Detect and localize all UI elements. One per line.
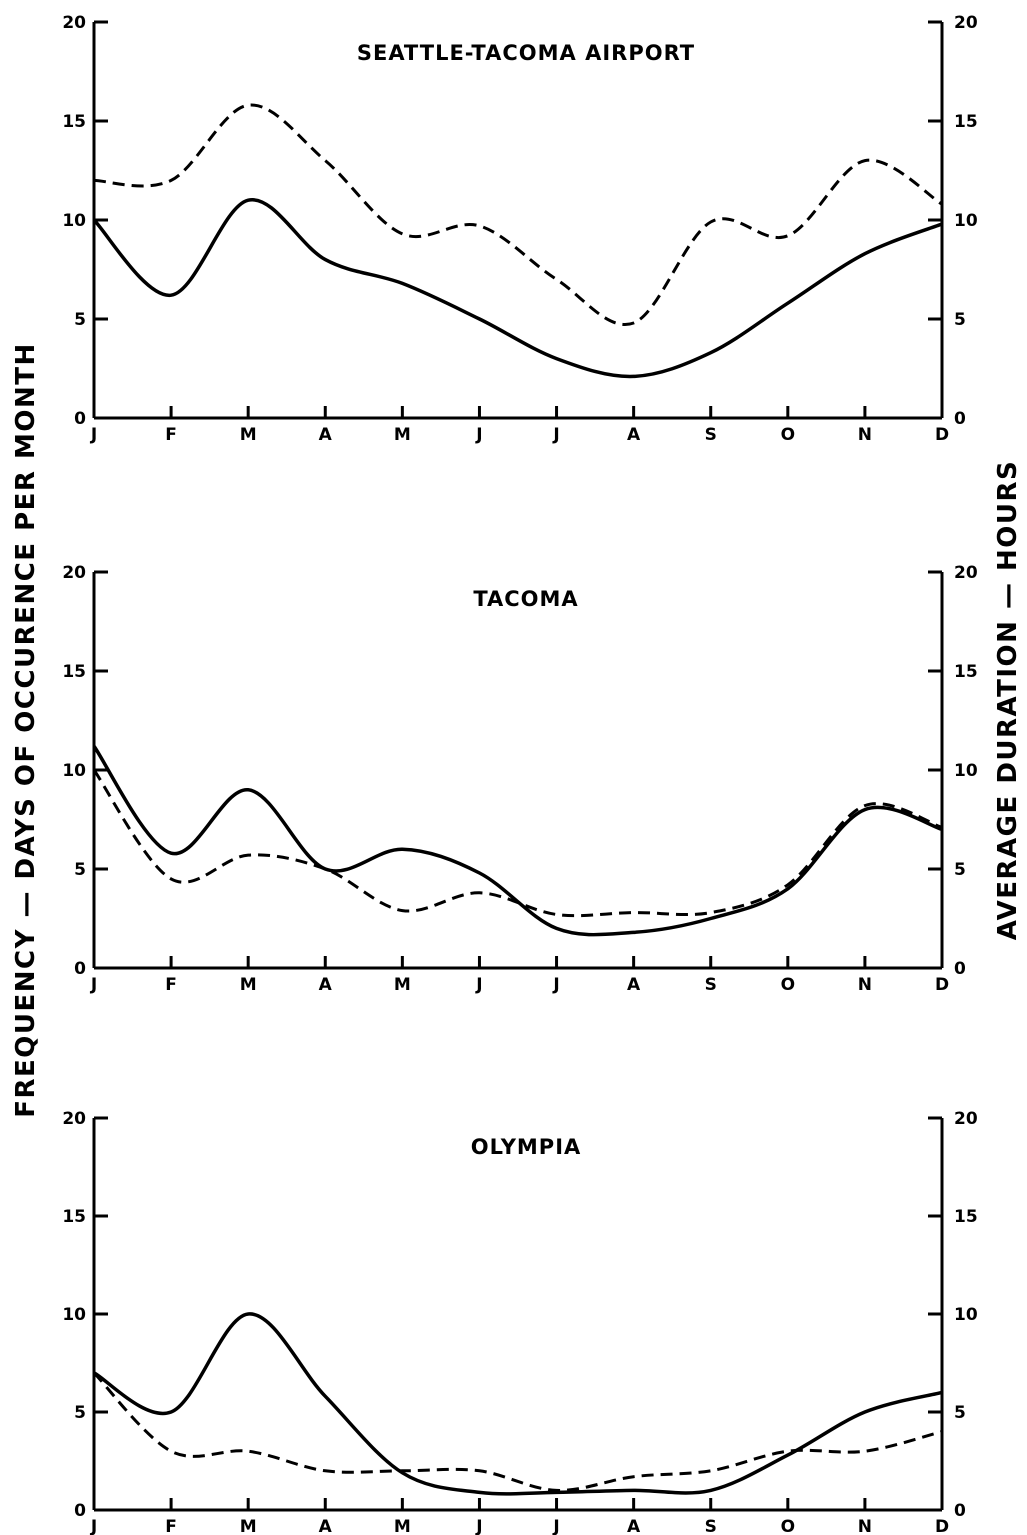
frequency-line-solid (92, 745, 943, 937)
y-tick-label-right: 5 (954, 1403, 966, 1423)
y-tick-label-left: 5 (74, 1403, 86, 1423)
y-tick-label-right: 5 (954, 860, 966, 880)
x-tick-label: A (627, 425, 641, 445)
x-tick-label: M (394, 1517, 411, 1535)
x-tick-label: F (165, 1517, 177, 1535)
duration-line-dashed (92, 1371, 943, 1492)
x-tick-label: N (858, 975, 872, 995)
y-tick-label-right: 10 (954, 761, 978, 781)
x-tick-label: S (705, 1517, 717, 1535)
x-tick-label: J (552, 425, 559, 445)
x-tick-label: M (240, 1517, 257, 1535)
frequency-line-solid (92, 198, 943, 379)
x-tick-label: J (552, 1517, 559, 1535)
y-tick-label-right: 15 (954, 1207, 978, 1227)
x-tick-label: O (781, 975, 795, 995)
x-tick-label: A (319, 425, 333, 445)
panel-1: 0 0 5 5 10 10 15 15 20 20 J F M A M J J A S O N D SEATTLE-TACO… (62, 13, 978, 445)
x-tick-label: O (781, 1517, 795, 1535)
x-tick-label: S (705, 975, 717, 995)
x-tick-label: S (705, 425, 717, 445)
x-tick-label: D (935, 1517, 949, 1535)
x-tick-label: J (475, 1517, 482, 1535)
x-tick-label: J (475, 975, 482, 995)
x-tick-label: D (935, 425, 949, 445)
x-tick-label: A (319, 1517, 333, 1535)
y-tick-label-left: 5 (74, 860, 86, 880)
x-tick-label: J (90, 975, 97, 995)
panel-title: TACOMA (473, 587, 578, 611)
panel-2: 0 0 5 5 10 10 15 15 20 20 J F M A M J J A S O N D TACOMA (62, 563, 978, 995)
frequency-line-solid (93, 1312, 943, 1496)
x-tick-label: J (90, 425, 97, 445)
y-tick-label-left: 0 (74, 1501, 86, 1521)
x-tick-label: J (90, 1517, 97, 1535)
y-tick-label-left: 15 (62, 112, 86, 132)
y-tick-label-right: 0 (954, 959, 966, 979)
left-axis-label: FREQUENCY — DAYS OF OCCURENCE PER MONTH (11, 342, 41, 1117)
duration-line-dashed (92, 769, 943, 918)
right-axis-label: AVERAGE DURATION — HOURS (993, 460, 1023, 940)
y-tick-label-left: 20 (62, 1109, 86, 1129)
x-tick-label: M (394, 975, 411, 995)
y-tick-label-right: 0 (954, 1501, 966, 1521)
y-tick-label-left: 20 (62, 563, 86, 583)
x-tick-label: N (858, 425, 872, 445)
y-tick-label-right: 20 (954, 563, 978, 583)
x-tick-label: M (394, 425, 411, 445)
x-tick-label: M (240, 975, 257, 995)
y-tick-label-left: 0 (74, 409, 86, 429)
y-tick-label-left: 15 (62, 1207, 86, 1227)
x-tick-label: M (240, 425, 257, 445)
y-tick-label-right: 10 (954, 211, 978, 231)
y-tick-label-right: 20 (954, 1109, 978, 1129)
y-tick-label-right: 15 (954, 112, 978, 132)
y-tick-label-left: 10 (62, 761, 86, 781)
y-tick-label-right: 10 (954, 1305, 978, 1325)
y-tick-label-right: 20 (954, 13, 978, 33)
panel-title: OLYMPIA (471, 1135, 582, 1159)
x-tick-label: N (858, 1517, 872, 1535)
x-tick-label: A (627, 975, 641, 995)
y-tick-label-left: 0 (74, 959, 86, 979)
x-tick-label: J (552, 975, 559, 995)
x-tick-label: J (475, 425, 482, 445)
duration-line-dashed (93, 103, 943, 326)
x-tick-label: F (165, 425, 177, 445)
y-tick-label-left: 10 (62, 1305, 86, 1325)
x-tick-label: D (935, 975, 949, 995)
x-tick-label: A (627, 1517, 641, 1535)
x-tick-label: F (165, 975, 177, 995)
y-tick-label-left: 10 (62, 211, 86, 231)
y-tick-label-left: 20 (62, 13, 86, 33)
y-tick-label-right: 5 (954, 310, 966, 330)
panel-title: SEATTLE-TACOMA AIRPORT (357, 41, 695, 65)
y-tick-label-right: 0 (954, 409, 966, 429)
y-tick-label-left: 15 (62, 662, 86, 682)
panel-3: 0 0 5 5 10 10 15 15 20 20 J F M A M J J A S O N D OLYMPIA (62, 1109, 978, 1535)
x-tick-label: A (319, 975, 333, 995)
y-tick-label-left: 5 (74, 310, 86, 330)
y-tick-label-right: 15 (954, 662, 978, 682)
x-tick-label: O (781, 425, 795, 445)
